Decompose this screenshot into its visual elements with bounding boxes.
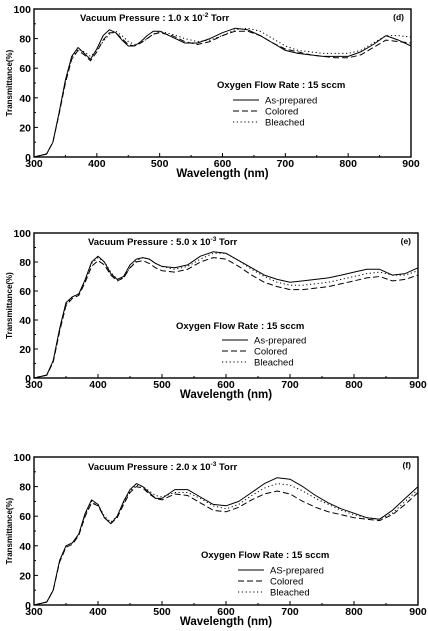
series-line-dotted (33, 483, 419, 606)
x-tick-label: 600 (214, 158, 232, 170)
x-tick-label: 700 (281, 379, 299, 391)
y-tick-label: 20 (19, 344, 31, 356)
y-tick-label: 80 (19, 257, 31, 269)
y-tick-label: 40 (19, 93, 31, 105)
y-tick-label: 0 (25, 600, 31, 612)
x-tick-label: 900 (409, 379, 427, 391)
y-tick-label: 100 (13, 4, 31, 16)
x-tick-label: 700 (281, 606, 299, 618)
y-tick-label: 20 (19, 570, 31, 582)
x-tick-label: 400 (89, 379, 107, 391)
y-tick-label: 40 (19, 315, 31, 327)
y-tick-label: 0 (25, 373, 31, 385)
panel-label: (d) (393, 12, 404, 22)
legend-label: Bleached (254, 358, 294, 369)
y-tick-label: 60 (19, 286, 31, 298)
x-tick-label: 500 (151, 158, 169, 170)
y-axis-label: Transmittance(%) (5, 272, 14, 339)
x-tick-label: 400 (88, 158, 106, 170)
y-tick-label: 80 (19, 482, 31, 494)
plot-frame (33, 456, 419, 606)
x-tick-label: 600 (217, 606, 235, 618)
y-tick-label: 40 (19, 541, 31, 553)
legend-label: As-prepared (254, 336, 306, 347)
chart-panel-e: 300 400 500 600 700 800 900 0 20 40 60 80 100 Wavelen… (5, 228, 427, 401)
y-axis-label: Transmittance(%) (5, 497, 14, 564)
y-tick-label: 60 (19, 63, 31, 75)
x-tick-label: 400 (89, 606, 107, 618)
chart-panel-f: 300 400 500 600 700 800 900 0 20 40 60 80 100 Wavelen… (5, 452, 427, 628)
x-tick-label: 300 (25, 606, 43, 618)
x-axis-label: Wavelength (nm) (180, 389, 272, 401)
x-axis-label: Wavelength (nm) (180, 616, 272, 628)
series-line-dashed (33, 30, 412, 158)
legend-label: Colored (265, 107, 298, 118)
legend-label: Bleached (265, 118, 305, 129)
series-line-solid (33, 477, 419, 606)
panel-label: (e) (401, 236, 412, 246)
chart-title: Vacuum Pressure : 2.0 x 10-3 Torr (88, 461, 238, 473)
x-tick-label: 800 (345, 606, 363, 618)
series-line-solid (33, 27, 412, 158)
x-tick-label: 800 (345, 379, 363, 391)
legend-label: As-prepared (265, 96, 317, 107)
legend-label: AS-prepared (270, 566, 324, 577)
x-tick-label: 500 (153, 606, 171, 618)
x-tick-label: 300 (25, 379, 43, 391)
oxygen-flow-annotation: Oxygen Flow Rate : 15 sccm (217, 80, 345, 91)
x-tick-label: 900 (402, 158, 420, 170)
y-tick-label: 0 (25, 152, 31, 164)
x-tick-label: 300 (25, 158, 43, 170)
series-line-dotted (33, 252, 419, 379)
chart-title: Vacuum Pressure : 1.0 x 10-2 Torr (80, 12, 230, 24)
y-tick-label: 100 (13, 452, 31, 464)
series-line-dotted (33, 27, 412, 158)
legend-label: Bleached (270, 588, 310, 599)
x-tick-label: 900 (409, 606, 427, 618)
chart-panel-d: 300 400 500 600 700 800 900 0 20 40 60 80 100 Wavelen… (5, 4, 420, 180)
chart-title: Vacuum Pressure : 5.0 x 10-3 Torr (88, 236, 238, 248)
y-tick-label: 100 (13, 228, 31, 240)
oxygen-flow-annotation: Oxygen Flow Rate : 15 sccm (176, 321, 304, 332)
series-line-dashed (33, 257, 419, 379)
panel-label: (f) (403, 460, 412, 470)
y-tick-label: 60 (19, 511, 31, 523)
x-tick-label: 500 (153, 379, 171, 391)
x-tick-label: 600 (217, 379, 235, 391)
x-tick-label: 700 (277, 158, 295, 170)
x-tick-label: 800 (339, 158, 357, 170)
series-line-dashed (33, 486, 419, 606)
legend-label: Colored (270, 577, 303, 588)
y-axis-label: Transmittance(%) (5, 49, 14, 116)
series-line-solid (33, 251, 419, 379)
plot-frame (33, 232, 419, 379)
x-axis-label: Wavelength (nm) (176, 168, 268, 180)
legend-label: Colored (254, 347, 287, 358)
y-tick-label: 80 (19, 34, 31, 46)
oxygen-flow-annotation: Oxygen Flow Rate : 15 sccm (201, 550, 329, 561)
y-tick-label: 20 (19, 122, 31, 134)
